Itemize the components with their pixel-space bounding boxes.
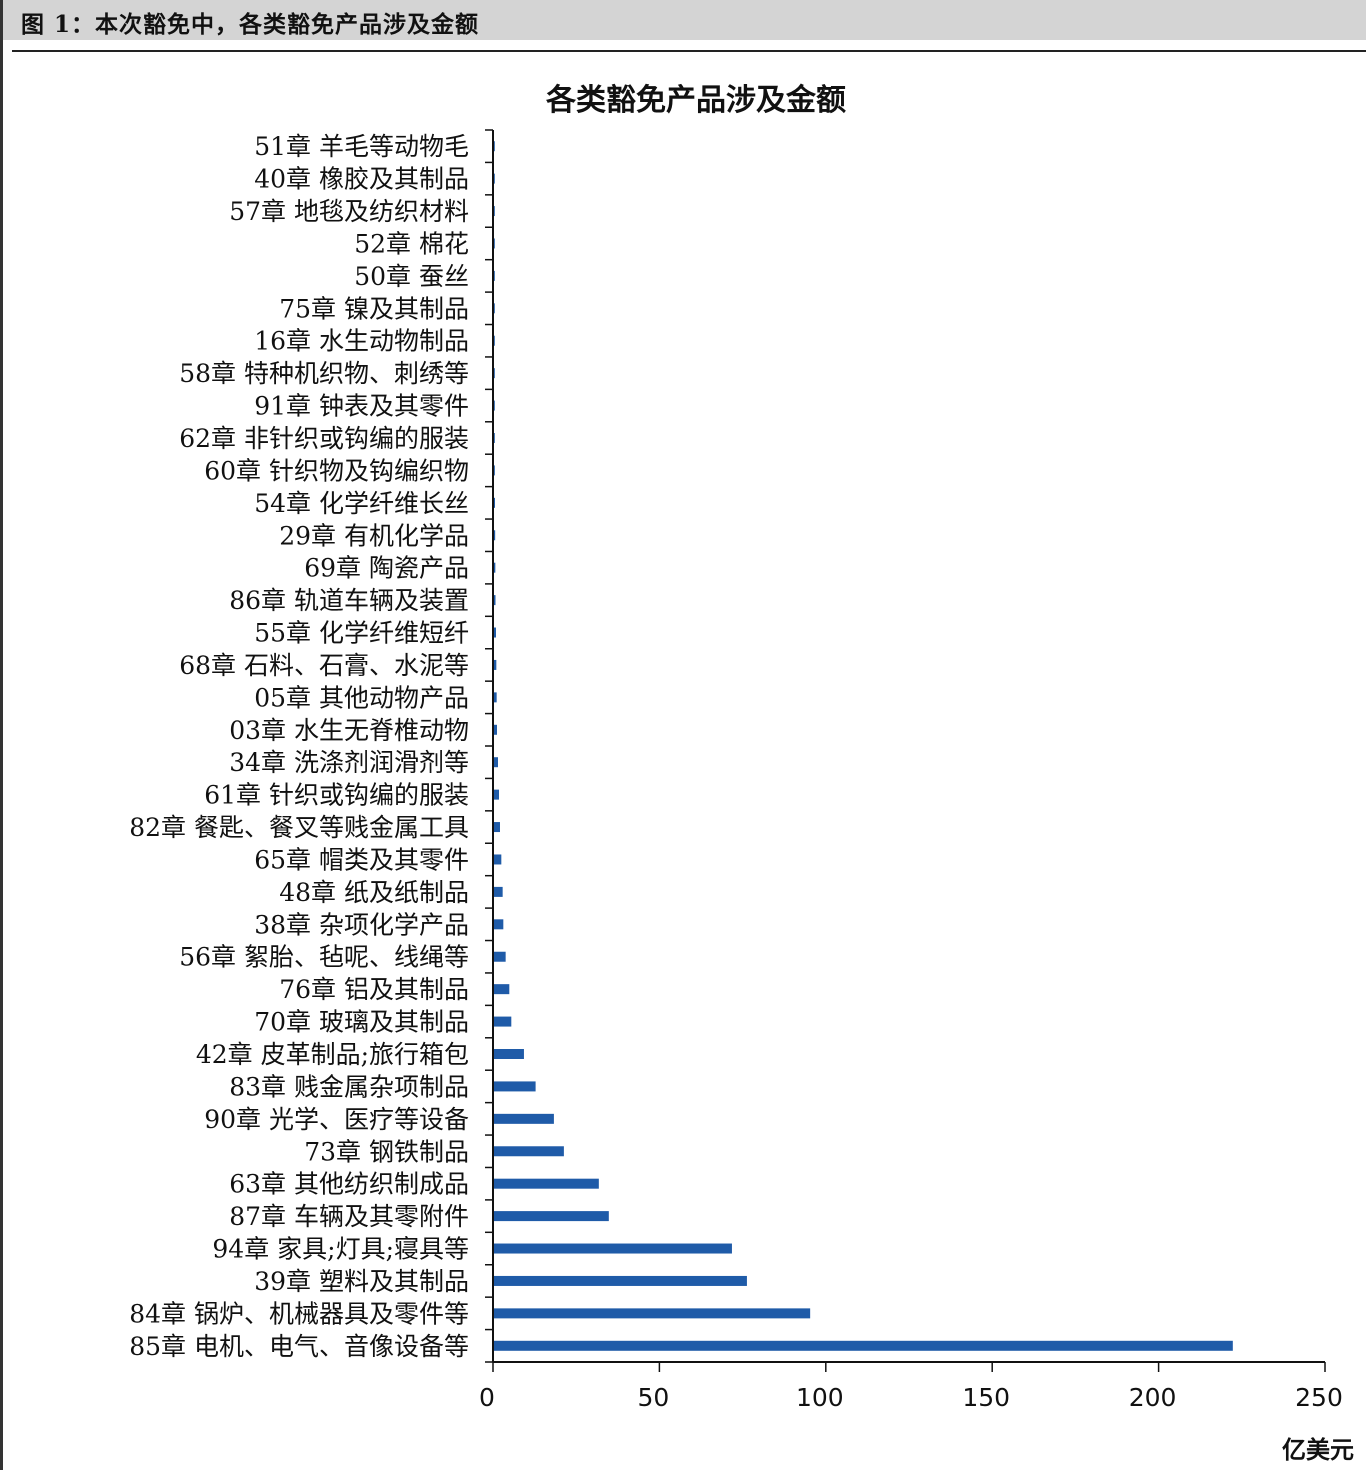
category-label-26: 76章 铝及其制品 <box>279 975 469 1004</box>
bar-2 <box>494 206 495 217</box>
x-tick-label-1: 50 <box>637 1383 669 1412</box>
category-label-36: 84章 锅炉、机械器具及零件等 <box>129 1299 469 1328</box>
category-label-11: 54章 化学纤维长丝 <box>254 489 469 518</box>
bar-14 <box>494 595 496 606</box>
bar-25 <box>494 951 506 962</box>
category-labels: 51章 羊毛等动物毛 40章 橡胶及其制品 57章 地毯及纺织材料 52章 棉花 50章… <box>129 132 469 1361</box>
bar-27 <box>494 1016 512 1027</box>
bar-1 <box>494 173 495 184</box>
bar-34 <box>494 1243 732 1254</box>
category-label-8: 91章 钟表及其零件 <box>254 392 469 421</box>
axes <box>485 129 1326 1372</box>
bar-31 <box>494 1146 564 1157</box>
category-label-34: 94章 家具;灯具;寝具等 <box>212 1235 469 1264</box>
category-label-24: 38章 杂项化学产品 <box>254 910 469 939</box>
bar-28 <box>494 1049 524 1059</box>
figure-caption: 图 1：本次豁免中，各类豁免产品涉及金额 <box>21 11 480 38</box>
bar-8 <box>494 400 495 411</box>
category-label-27: 70章 玻璃及其制品 <box>254 1008 469 1037</box>
category-label-2: 57章 地毯及纺织材料 <box>229 197 469 226</box>
bar-37 <box>494 1340 1233 1351</box>
category-label-10: 60章 针织物及钩编织物 <box>204 456 469 485</box>
category-label-6: 16章 水生动物制品 <box>254 327 469 356</box>
category-label-19: 34章 洗涤剂润滑剂等 <box>229 748 469 777</box>
x-tick-label-5: 250 <box>1295 1383 1343 1412</box>
category-label-37: 85章 电机、电气、音像设备等 <box>129 1332 469 1361</box>
category-label-22: 65章 帽类及其零件 <box>254 845 469 874</box>
bar-26 <box>494 984 510 995</box>
category-label-23: 48章 纸及纸制品 <box>279 878 469 907</box>
bar-0 <box>494 141 495 152</box>
category-label-32: 63章 其他纺织制成品 <box>229 1170 469 1199</box>
bars-group <box>494 141 1233 1351</box>
category-label-5: 75章 镍及其制品 <box>279 294 469 323</box>
x-tick-label-3: 150 <box>962 1383 1010 1412</box>
category-label-28: 42章 皮革制品;旅行箱包 <box>196 1040 469 1069</box>
chart-title: 各类豁免产品涉及金额 <box>545 83 846 118</box>
figure-header: 图 1：本次豁免中，各类豁免产品涉及金额 <box>0 0 1366 40</box>
bar-29 <box>494 1081 536 1092</box>
category-label-9: 62章 非针织或钩编的服装 <box>179 424 469 453</box>
category-label-31: 73章 钢铁制品 <box>304 1137 469 1166</box>
bar-24 <box>494 919 504 930</box>
category-label-7: 58章 特种机织物、刺绣等 <box>179 359 469 388</box>
category-label-20: 61章 针织或钩编的服装 <box>204 781 469 810</box>
category-label-29: 83章 贱金属杂项制品 <box>229 1072 469 1101</box>
x-tick-label-0: 0 <box>479 1383 495 1412</box>
category-label-18: 03章 水生无脊椎动物 <box>229 716 469 745</box>
bar-21 <box>494 822 500 833</box>
bar-9 <box>494 433 495 443</box>
x-tick-label-4: 200 <box>1129 1383 1177 1412</box>
category-label-30: 90章 光学、医疗等设备 <box>204 1105 469 1134</box>
category-label-33: 87章 车辆及其零附件 <box>229 1202 469 1231</box>
bar-35 <box>494 1275 747 1286</box>
category-label-16: 68章 石料、石膏、水泥等 <box>179 651 469 680</box>
bar-19 <box>494 757 498 768</box>
bar-13 <box>494 562 496 573</box>
bar-12 <box>494 530 496 541</box>
bar-30 <box>494 1113 554 1124</box>
bar-32 <box>494 1178 599 1189</box>
category-label-4: 50章 蚕丝 <box>354 262 469 291</box>
bar-11 <box>494 497 495 508</box>
bar-18 <box>494 724 497 735</box>
category-label-17: 05章 其他动物产品 <box>254 683 469 712</box>
bar-23 <box>494 886 503 897</box>
bar-20 <box>494 789 499 800</box>
header-rule <box>12 50 1366 52</box>
bar-17 <box>494 692 497 703</box>
category-label-3: 52章 棉花 <box>354 229 469 258</box>
category-label-1: 40章 橡胶及其制品 <box>254 165 469 194</box>
bar-33 <box>494 1211 609 1222</box>
bar-22 <box>494 854 502 865</box>
category-label-13: 69章 陶瓷产品 <box>304 554 469 583</box>
category-label-0: 51章 羊毛等动物毛 <box>254 132 469 161</box>
bar-16 <box>494 659 497 670</box>
category-label-15: 55章 化学纤维短纤 <box>254 619 469 648</box>
x-tick-labels: 0 50 100 150 200 250 <box>479 1383 1343 1412</box>
bar-7 <box>494 368 495 379</box>
category-label-25: 56章 絮胎、毡呢、线绳等 <box>179 943 469 972</box>
category-label-35: 39章 塑料及其制品 <box>254 1267 469 1296</box>
bar-3 <box>494 238 495 249</box>
bar-36 <box>494 1308 811 1319</box>
category-label-21: 82章 餐匙、餐叉等贱金属工具 <box>129 813 469 842</box>
frame-left-border <box>0 40 3 1470</box>
bar-10 <box>494 465 495 476</box>
x-tick-label-2: 100 <box>796 1383 844 1412</box>
category-label-14: 86章 轨道车辆及装置 <box>229 586 469 615</box>
bar-4 <box>494 270 495 281</box>
x-unit-label: 亿美元 <box>1282 1435 1354 1464</box>
bar-6 <box>494 335 495 346</box>
category-label-12: 29章 有机化学品 <box>279 521 469 550</box>
bar-15 <box>494 627 496 638</box>
bar-5 <box>494 303 495 314</box>
